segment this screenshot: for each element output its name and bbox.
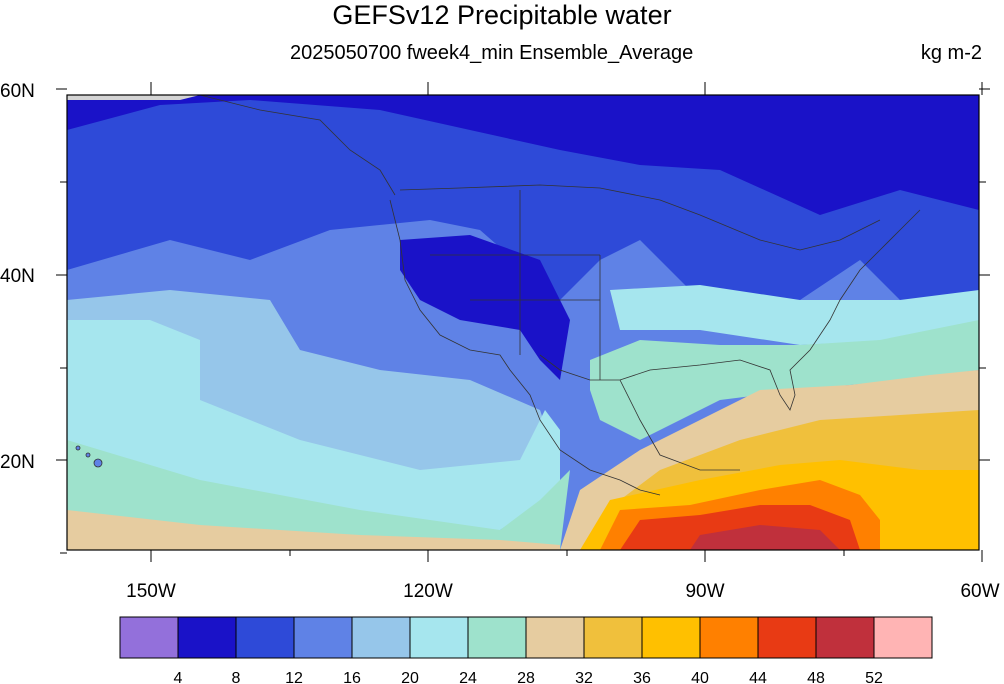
colorbar-label: 36 <box>633 670 651 684</box>
colorbar-label: 28 <box>517 670 535 684</box>
field-32-36-west <box>67 510 560 550</box>
colorbar-label: 24 <box>459 670 477 684</box>
colorbar: 4 8 12 16 20 24 28 32 36 40 44 48 52 <box>119 616 933 684</box>
lat-label-40n: 40N <box>0 266 35 287</box>
colorbar-label: 48 <box>807 670 825 684</box>
map-frame <box>66 94 980 551</box>
colorbar-box <box>641 616 701 659</box>
colorbar-label: 4 <box>174 670 183 684</box>
lat-label-60n: 60N <box>0 81 35 102</box>
colorbar-box <box>757 616 817 659</box>
field-52-plus <box>690 525 840 550</box>
lon-label-90w: 90W <box>685 581 724 602</box>
colorbar-box <box>351 616 411 659</box>
missing-data <box>67 95 200 100</box>
colorbar-box <box>293 616 353 659</box>
map-title: GEFSv12 Precipitable water <box>332 0 672 30</box>
lon-label-120w: 120W <box>403 581 453 602</box>
colorbar-label: 20 <box>401 670 419 684</box>
colorbar-label: 32 <box>575 670 593 684</box>
map-field <box>67 95 979 550</box>
colorbar-box <box>119 616 179 659</box>
hawaii-islands <box>75 445 103 468</box>
colorbar-box <box>583 616 643 659</box>
lon-label-60w: 60W <box>960 581 999 602</box>
run-description: 2025050700 fweek4_min Ensemble_Average <box>290 42 694 64</box>
coastlines <box>199 95 921 496</box>
field-28-32-gulf <box>590 320 979 440</box>
colorbar-label: 16 <box>343 670 361 684</box>
colorbar-box <box>815 616 875 659</box>
field-28-32-west <box>67 440 570 550</box>
lon-label-150w: 150W <box>126 581 176 602</box>
colorbar-label: 8 <box>232 670 241 684</box>
lat-label-20n: 20N <box>0 452 35 473</box>
colorbar-label: 44 <box>749 670 767 684</box>
colorbar-label: 12 <box>285 670 303 684</box>
colorbar-box <box>467 616 527 659</box>
field-8-12 <box>67 95 979 215</box>
colorbar-box <box>409 616 469 659</box>
colorbar-box <box>235 616 295 659</box>
lat-ticks <box>56 88 990 554</box>
colorbar-box <box>177 616 237 659</box>
units-label: kg m-2 <box>920 42 982 64</box>
colorbar-box <box>699 616 759 659</box>
colorbar-label: 52 <box>865 670 883 684</box>
field-24-28-east <box>610 285 979 345</box>
field-8-12-west <box>400 235 570 380</box>
colorbar-box <box>873 616 933 659</box>
lon-ticks <box>150 82 983 562</box>
colorbar-box <box>525 616 585 659</box>
colorbar-label: 40 <box>691 670 709 684</box>
